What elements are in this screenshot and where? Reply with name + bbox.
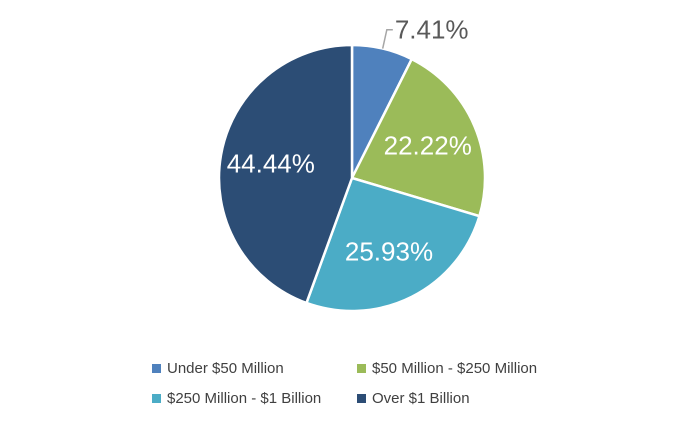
pie-slice-50m-250m [350,57,487,218]
legend-label-under-50m: Under $50 Million [167,360,284,377]
legend-item-under-50m: Under $50 Million [152,360,357,377]
legend-swatch-250m-1b [152,394,161,403]
data-label-50m-250m: 22.22% [384,130,472,160]
data-label-over-1b: 44.44% [227,149,315,179]
legend-label-50m-250m: $50 Million - $250 Million [372,360,538,377]
legend-label-250m-1b: $250 Million - $1 Billion [167,390,322,407]
pie-slice-over-1b [217,43,354,305]
legend-swatch-over-1b [357,394,366,403]
leader-line-under-50m [381,28,393,49]
chart-legend: Under $50 Million $50 Million - $250 Mil… [152,360,592,407]
data-label-under-50m: 7.41% [395,15,469,45]
legend-item-over-1b: Over $1 Billion [357,390,587,407]
legend-item-250m-1b: $250 Million - $1 Billion [152,390,357,407]
legend-swatch-50m-250m [357,364,366,373]
legend-item-50m-250m: $50 Million - $250 Million [357,360,587,377]
pie-slice-250m-1b [304,176,481,313]
legend-label-over-1b: Over $1 Billion [372,390,470,407]
legend-swatch-under-50m [152,364,161,373]
data-label-250m-1b: 25.93% [345,237,433,267]
